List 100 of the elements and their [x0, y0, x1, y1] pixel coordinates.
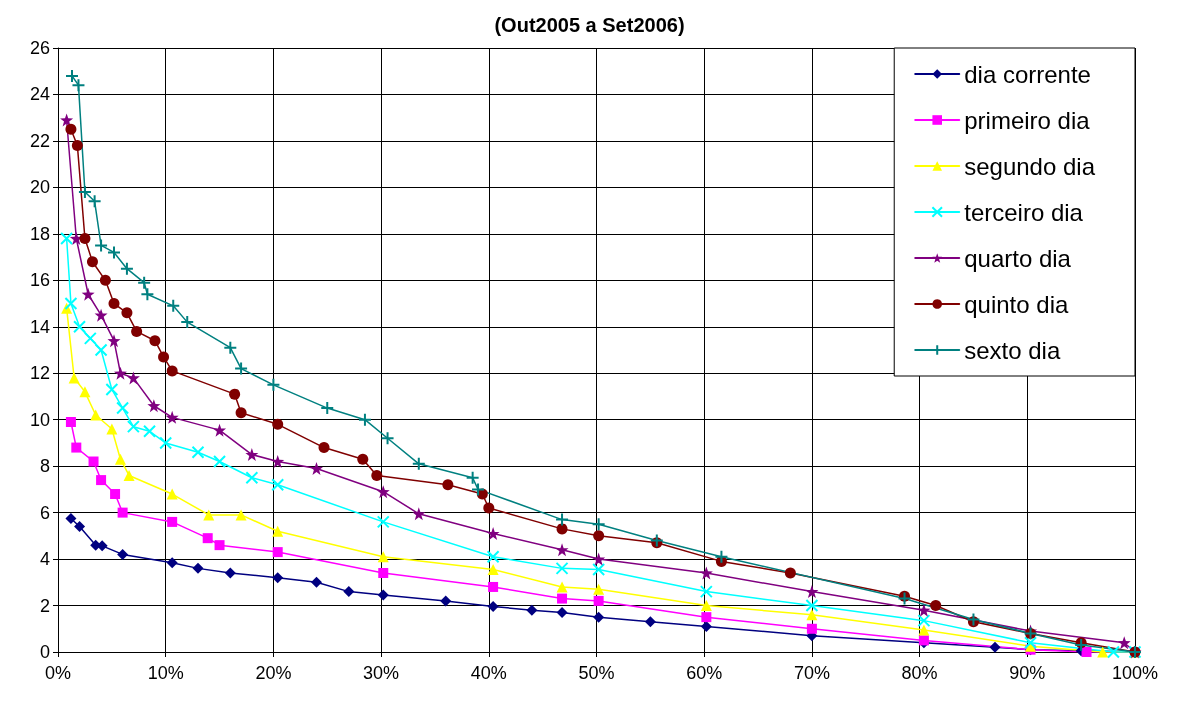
y-tick-label: 18	[29, 223, 50, 244]
x-tick-label: 50%	[578, 663, 615, 683]
point	[555, 543, 569, 557]
point	[166, 298, 181, 313]
point	[143, 424, 157, 438]
point	[64, 297, 78, 311]
point	[245, 471, 259, 485]
point	[116, 401, 130, 415]
point	[149, 335, 161, 347]
point	[94, 308, 108, 322]
point	[378, 568, 389, 579]
point	[96, 475, 107, 486]
point	[1117, 636, 1131, 650]
point	[90, 409, 102, 421]
y-tick-label: 10	[29, 409, 50, 430]
point	[412, 507, 426, 521]
x-tick-label: 10%	[147, 663, 184, 683]
y-tick-label: 16	[29, 270, 50, 291]
point	[117, 548, 129, 560]
point	[555, 512, 570, 527]
x-tick-label: 70%	[793, 663, 830, 683]
y-tick-label: 26	[29, 38, 50, 58]
point	[229, 388, 241, 400]
point	[71, 140, 83, 152]
point	[593, 595, 604, 606]
point	[121, 307, 133, 319]
y-tick-label: 4	[39, 549, 50, 570]
point	[202, 533, 213, 544]
point	[376, 515, 390, 529]
point	[805, 599, 819, 613]
point	[556, 581, 568, 593]
point	[272, 418, 284, 430]
point	[1106, 645, 1120, 659]
point	[234, 361, 249, 376]
point	[167, 516, 178, 527]
y-tick-label: 8	[39, 456, 50, 477]
point	[649, 533, 664, 548]
point	[376, 485, 390, 499]
legend-label: terceiro dia	[964, 198, 1084, 226]
point	[357, 453, 369, 465]
point	[74, 521, 86, 533]
point	[79, 232, 91, 244]
point	[113, 366, 127, 380]
point	[105, 382, 119, 396]
point	[343, 586, 355, 598]
point	[806, 609, 818, 621]
point	[371, 469, 383, 481]
point	[272, 547, 283, 558]
point	[110, 489, 121, 500]
y-tick-label: 24	[29, 84, 50, 105]
point	[83, 331, 97, 345]
legend-label: dia corrente	[964, 60, 1091, 88]
point	[411, 456, 426, 471]
point	[1074, 638, 1089, 653]
point	[592, 563, 606, 577]
y-tick-label: 22	[29, 130, 50, 151]
point	[158, 351, 170, 363]
point	[60, 231, 74, 245]
point	[377, 589, 389, 601]
point	[486, 550, 500, 564]
point	[699, 585, 713, 599]
point	[557, 593, 568, 604]
y-tick-label: 6	[39, 502, 50, 523]
point	[94, 343, 108, 357]
point	[106, 423, 118, 435]
point	[440, 595, 452, 607]
point	[79, 386, 91, 398]
point	[117, 507, 128, 518]
point	[930, 600, 942, 612]
y-tick-label: 20	[29, 177, 50, 198]
point	[203, 509, 215, 521]
legend-label: segundo dia	[964, 152, 1096, 180]
point	[593, 530, 605, 542]
point	[126, 420, 140, 434]
point	[180, 315, 195, 330]
point	[213, 423, 227, 437]
point	[1024, 636, 1038, 650]
point	[989, 641, 1001, 653]
point	[213, 455, 227, 469]
point	[119, 261, 134, 276]
point	[806, 623, 817, 634]
legend-label: primeiro dia	[964, 106, 1091, 134]
point	[73, 320, 87, 334]
x-tick-label: 60%	[686, 663, 723, 683]
point	[644, 616, 656, 628]
point	[471, 482, 486, 497]
point	[69, 231, 83, 245]
legend-label: quarto dia	[964, 244, 1072, 272]
point	[165, 410, 179, 424]
point	[94, 238, 109, 253]
point	[88, 456, 99, 467]
point	[107, 245, 121, 260]
point	[224, 567, 236, 579]
point	[897, 591, 912, 606]
point	[593, 611, 605, 623]
point	[266, 377, 281, 392]
point	[591, 517, 606, 532]
point	[123, 469, 135, 481]
point	[86, 256, 98, 268]
point	[126, 371, 140, 385]
